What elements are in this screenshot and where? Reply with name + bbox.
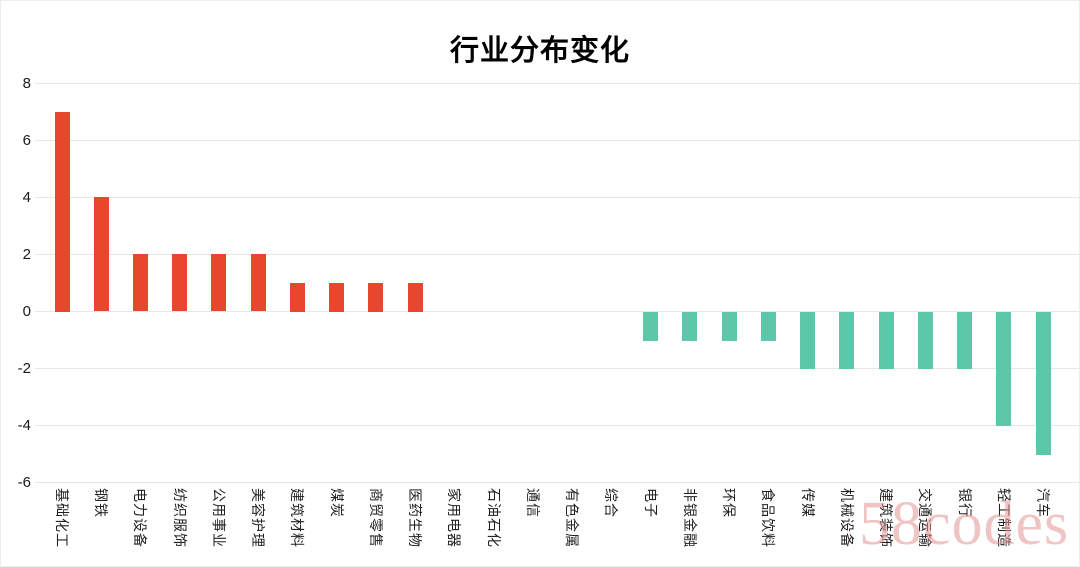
category-label: 传媒: [799, 488, 816, 518]
bar: [800, 312, 815, 369]
category-label: 电子: [642, 488, 659, 518]
bar: [329, 283, 344, 312]
category-label: 综合: [603, 488, 620, 518]
category-label: 基础化工: [54, 488, 70, 548]
bar: [55, 112, 70, 312]
gridline: [35, 311, 1079, 312]
bar: [251, 254, 266, 311]
y-tick-label: 8: [22, 75, 31, 92]
bar: [172, 254, 187, 311]
bar: [94, 197, 109, 311]
bar: [761, 312, 776, 341]
category-label: 电力设备: [132, 488, 149, 548]
gridline: [35, 368, 1079, 369]
category-label: 煤炭: [328, 488, 345, 518]
bar: [133, 254, 148, 311]
gridline: [35, 140, 1079, 141]
gridline: [35, 83, 1079, 84]
category-label: 食品饮料: [760, 488, 777, 548]
bar: [1036, 312, 1051, 455]
gridline: [35, 197, 1079, 198]
category-label: 纺织服饰: [171, 488, 188, 548]
category-label: 建筑装饰: [878, 488, 895, 548]
bar: [722, 312, 737, 341]
bar: [368, 283, 383, 312]
category-label: 银行: [956, 488, 973, 518]
category-label: 非银金融: [681, 488, 698, 548]
gridline: [35, 425, 1079, 426]
category-label: 建筑材料: [289, 488, 306, 548]
category-label: 钢铁: [93, 488, 110, 518]
bar: [682, 312, 697, 341]
chart-title: 行业分布变化: [449, 35, 630, 67]
category-label: 有色金属: [564, 488, 581, 548]
bar: [996, 312, 1011, 426]
bar: [879, 312, 894, 369]
category-label: 交通运输: [917, 488, 934, 548]
y-tick-label: 0: [22, 303, 31, 320]
category-label: 公用事业: [210, 488, 227, 548]
y-tick-label: 2: [22, 246, 31, 263]
bar: [839, 312, 854, 369]
category-label: 医药生物: [407, 488, 424, 548]
category-label: 美容护理: [250, 488, 267, 548]
bar: [408, 283, 423, 312]
y-tick-label: -4: [17, 417, 31, 434]
category-label: 商贸零售: [367, 488, 384, 548]
y-tick-label: -2: [17, 360, 31, 377]
bar: [643, 312, 658, 341]
gridline: [35, 482, 1079, 483]
y-tick-label: 4: [22, 189, 31, 206]
category-label: 家用电器: [446, 488, 463, 548]
y-tick-label: -6: [17, 474, 31, 491]
bar: [211, 254, 226, 311]
category-label: 环保: [721, 488, 738, 518]
category-label: 轻工制造: [995, 488, 1012, 548]
bar: [918, 312, 933, 369]
category-label: 通信: [524, 488, 541, 518]
category-label: 石油石化: [485, 488, 502, 548]
category-label: 汽车: [1035, 488, 1051, 518]
bar: [957, 312, 972, 369]
y-tick-label: 6: [22, 132, 31, 149]
bar: [290, 283, 305, 312]
gridline: [35, 254, 1079, 255]
category-label: 机械设备: [838, 488, 855, 548]
